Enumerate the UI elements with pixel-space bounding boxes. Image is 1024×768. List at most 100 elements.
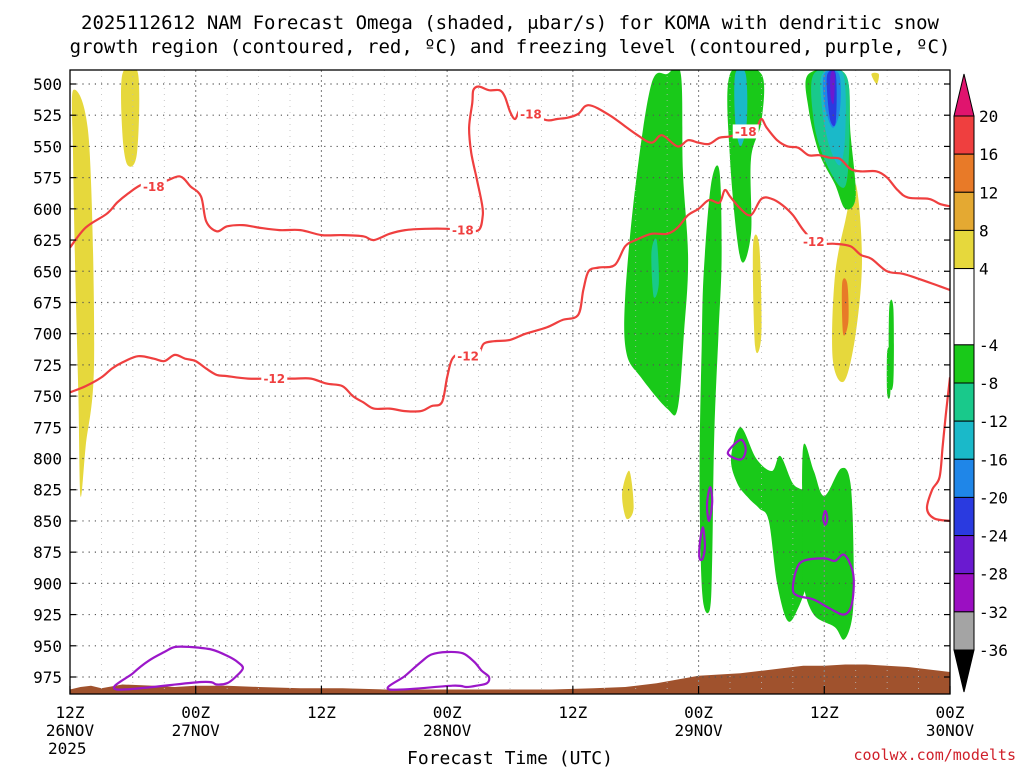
colorbar-band-12 (953, 611, 975, 651)
xtick-label-60-1: 29NOV (674, 721, 723, 740)
omega-region-5 (841, 278, 849, 336)
ytick-label-600: 600 (33, 200, 62, 219)
omega-region-6 (871, 72, 880, 84)
plot-frame (69, 69, 951, 695)
colorbar-label--4: -4 (979, 336, 998, 355)
omega-region-13 (802, 443, 854, 640)
xtick-label-84-1: 30NOV (926, 721, 975, 740)
contour-label-red-18-0: -18 (143, 180, 165, 194)
colorbar-band-3 (953, 229, 975, 270)
colorbar-top-arrow (953, 73, 975, 117)
omega-region-8 (651, 238, 659, 298)
ytick-label-825: 825 (33, 481, 62, 500)
omega-region-21 (886, 347, 891, 399)
colorbar-label-12: 12 (979, 183, 998, 202)
ytick-label-975: 975 (33, 668, 62, 687)
ytick-label-500: 500 (33, 75, 62, 94)
omega-region-1 (121, 70, 140, 167)
colorbar-label--20: -20 (979, 488, 1008, 507)
colorbar-label-16: 16 (979, 145, 998, 164)
contour-purple-f (791, 553, 855, 616)
omega-region-19 (830, 70, 835, 105)
contour-label-bg-red-18-2 (517, 106, 544, 121)
colorbar-band-10 (953, 535, 975, 575)
contour-label-bg-red-12-1 (455, 349, 482, 364)
xtick-label-12-1: 27NOV (172, 721, 221, 740)
ytick-label-950: 950 (33, 637, 62, 656)
xtick-label-0-1: 26NOV (46, 721, 95, 740)
ytick-label-750: 750 (33, 387, 62, 406)
ytick-label-550: 550 (33, 137, 62, 156)
colorbar-band-1 (953, 153, 975, 193)
contour-labels: -18 -18 -18 -18 -12 -12 -12 (140, 106, 827, 386)
omega-region-2 (622, 470, 634, 520)
xtick-label-12-0: 00Z (181, 703, 210, 722)
contour-purple-b (386, 650, 491, 691)
contour-label-bg-red-12-0 (261, 371, 288, 386)
colorbar-label-4: 4 (979, 260, 989, 279)
ytick-label-650: 650 (33, 262, 62, 281)
contour-label-red-12-2: -12 (803, 235, 825, 249)
chart-title-line-1: 2025112612 NAM Forecast Omega (shaded, μ… (81, 12, 939, 34)
colorbar-label--32: -32 (979, 603, 1008, 622)
chart-title-line-2: growth region (contoured, red, ºC) and f… (70, 36, 951, 58)
ytick-label-625: 625 (33, 231, 62, 250)
contour-label-red-18-2: -18 (520, 107, 542, 121)
colorbar-band-9 (953, 496, 975, 537)
contour-purple-d (705, 486, 714, 523)
colorbar-label--12: -12 (979, 412, 1008, 431)
colorbar-label--8: -8 (979, 374, 998, 393)
colorbar-label-20: 20 (979, 107, 998, 126)
colorbar-band-2 (953, 191, 975, 231)
contour-label-red-12-0: -12 (263, 372, 285, 386)
contour-red-12 (70, 188, 950, 413)
ytick-label-525: 525 (33, 106, 62, 125)
xtick-label-0-2: 2025 (48, 739, 87, 758)
colorbar-label-8: 8 (979, 221, 989, 240)
omega-shading (71, 70, 894, 640)
xtick-label-36-1: 28NOV (423, 721, 472, 740)
colorbar-band-7 (953, 420, 975, 460)
contour-purple-a (112, 645, 245, 691)
xtick-label-48-0: 12Z (558, 703, 587, 722)
xtick-label-84-0: 00Z (936, 703, 965, 722)
xtick-label-60-0: 00Z (684, 703, 713, 722)
ytick-label-850: 850 (33, 512, 62, 531)
omega-region-0 (71, 89, 95, 498)
contour-purple-e (698, 526, 706, 562)
contour-red-right (925, 377, 950, 522)
terrain-fill (70, 664, 950, 694)
contour-label-bg-red-18-3 (732, 124, 759, 139)
ytick-label-775: 775 (33, 418, 62, 437)
colorbar: 20 16 12 8 4 -4 -8 -12 -16 -20 -24 -28 -32 -36 (953, 73, 1008, 693)
ytick-label-700: 700 (33, 325, 62, 344)
contour-red-18 (70, 85, 950, 249)
colorbar-band-0 (953, 115, 975, 155)
colorbar-label--36: -36 (979, 641, 1008, 660)
ytick-label-575: 575 (33, 169, 62, 188)
terrain-layer (70, 664, 950, 694)
colorbar-label--16: -16 (979, 450, 1008, 469)
y-axis: 500 525 550 575 600 625 650 675 700 725 750 775 800 8… (33, 75, 950, 687)
xtick-label-24-0: 12Z (307, 703, 336, 722)
ytick-label-900: 900 (33, 574, 62, 593)
omega-region-3 (752, 234, 762, 354)
omega-region-12 (730, 427, 814, 622)
colorbar-band-11 (953, 573, 975, 613)
contour-purple-g (822, 509, 829, 526)
contour-purple-c (726, 438, 747, 461)
credit-text: coolwx.com/modelts (853, 746, 1016, 764)
ytick-label-925: 925 (33, 606, 62, 625)
x-axis-label: Forecast Time (UTC) (407, 748, 613, 768)
omega-region-9 (699, 165, 722, 614)
xtick-label-72-0: 12Z (810, 703, 839, 722)
colorbar-bottom-arrow (953, 649, 975, 693)
ytick-label-800: 800 (33, 450, 62, 469)
colorbar-label--24: -24 (979, 527, 1008, 546)
colorbar-band-8 (953, 458, 975, 498)
xtick-label-0-0: 12Z (56, 703, 85, 722)
ytick-label-725: 725 (33, 356, 62, 375)
colorbar-label--28: -28 (979, 565, 1008, 584)
